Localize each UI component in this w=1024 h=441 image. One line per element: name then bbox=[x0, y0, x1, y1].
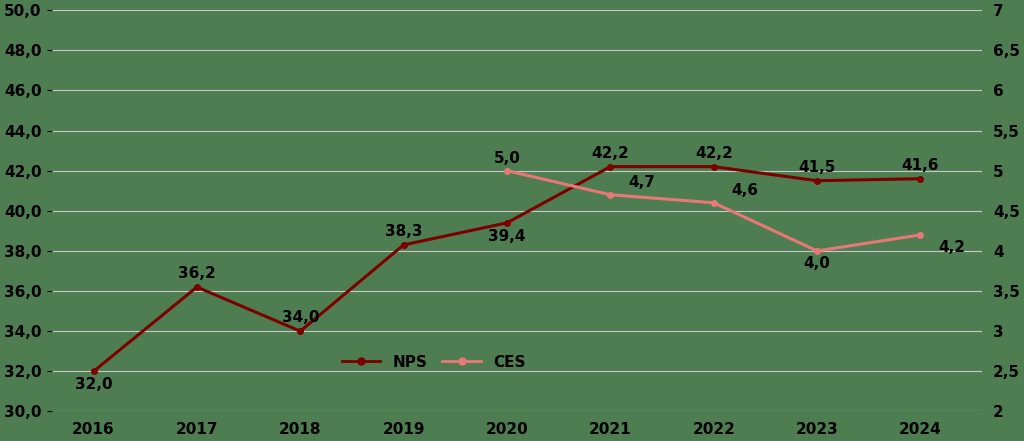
Text: 38,3: 38,3 bbox=[385, 224, 422, 239]
NPS bbox=[501, 220, 513, 225]
NPS bbox=[914, 176, 927, 181]
NPS bbox=[294, 329, 306, 334]
Text: 4,6: 4,6 bbox=[731, 183, 758, 198]
Text: 42,2: 42,2 bbox=[695, 146, 732, 161]
NPS bbox=[87, 369, 99, 374]
NPS bbox=[604, 164, 616, 169]
Text: 4,2: 4,2 bbox=[938, 239, 965, 255]
Text: 39,4: 39,4 bbox=[488, 229, 525, 244]
NPS bbox=[708, 164, 720, 169]
Text: 34,0: 34,0 bbox=[282, 310, 319, 325]
Text: 4,7: 4,7 bbox=[628, 175, 654, 190]
Text: 5,0: 5,0 bbox=[494, 151, 520, 166]
Legend: NPS, CES: NPS, CES bbox=[336, 348, 531, 376]
Text: 4,0: 4,0 bbox=[804, 256, 830, 271]
Text: 42,2: 42,2 bbox=[592, 146, 629, 161]
Line: NPS: NPS bbox=[91, 164, 924, 374]
CES bbox=[604, 192, 616, 198]
CES bbox=[708, 200, 720, 206]
CES bbox=[501, 168, 513, 173]
NPS bbox=[811, 178, 823, 183]
Line: CES: CES bbox=[504, 168, 924, 254]
Text: 32,0: 32,0 bbox=[75, 377, 113, 392]
Text: 36,2: 36,2 bbox=[178, 266, 216, 281]
Text: 41,6: 41,6 bbox=[902, 158, 939, 173]
NPS bbox=[397, 242, 410, 247]
CES bbox=[811, 248, 823, 254]
Text: 41,5: 41,5 bbox=[799, 160, 836, 175]
CES bbox=[914, 232, 927, 238]
NPS bbox=[190, 284, 203, 290]
